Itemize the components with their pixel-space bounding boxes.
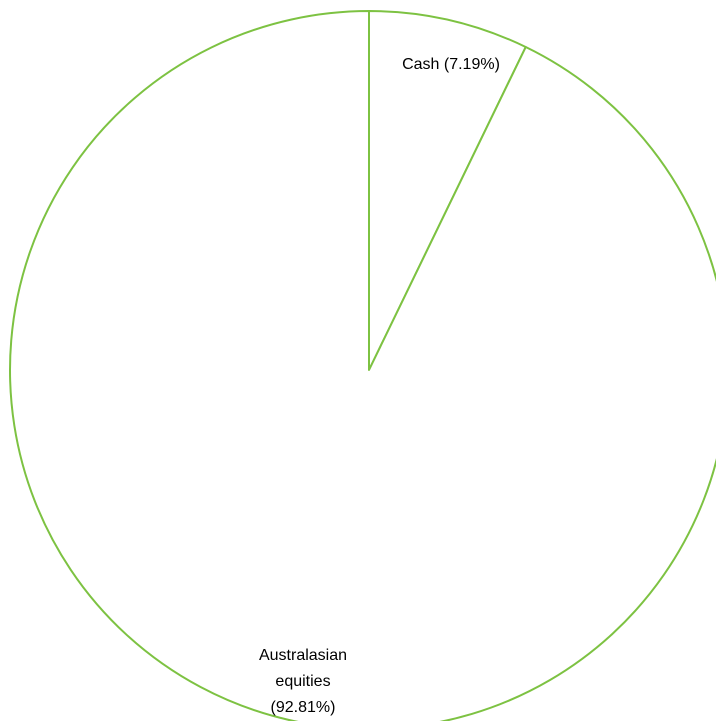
slice-label-line: equities	[275, 673, 330, 690]
slice-label-line: Cash (7.19%)	[402, 56, 500, 73]
slice-label-cash: Cash (7.19%)	[402, 56, 500, 73]
pie-slice-cash	[368, 10, 527, 371]
pie-slice-australasian-equities	[9, 10, 716, 721]
slice-label-line: Australasian	[259, 647, 347, 664]
slice-labels: Cash (7.19%) Australasian equities (92.81%)	[259, 56, 500, 716]
pie-slices	[9, 10, 716, 721]
slice-label-australasian-equities: Australasian equities (92.81%)	[259, 647, 347, 716]
slice-label-line: (92.81%)	[271, 699, 336, 716]
